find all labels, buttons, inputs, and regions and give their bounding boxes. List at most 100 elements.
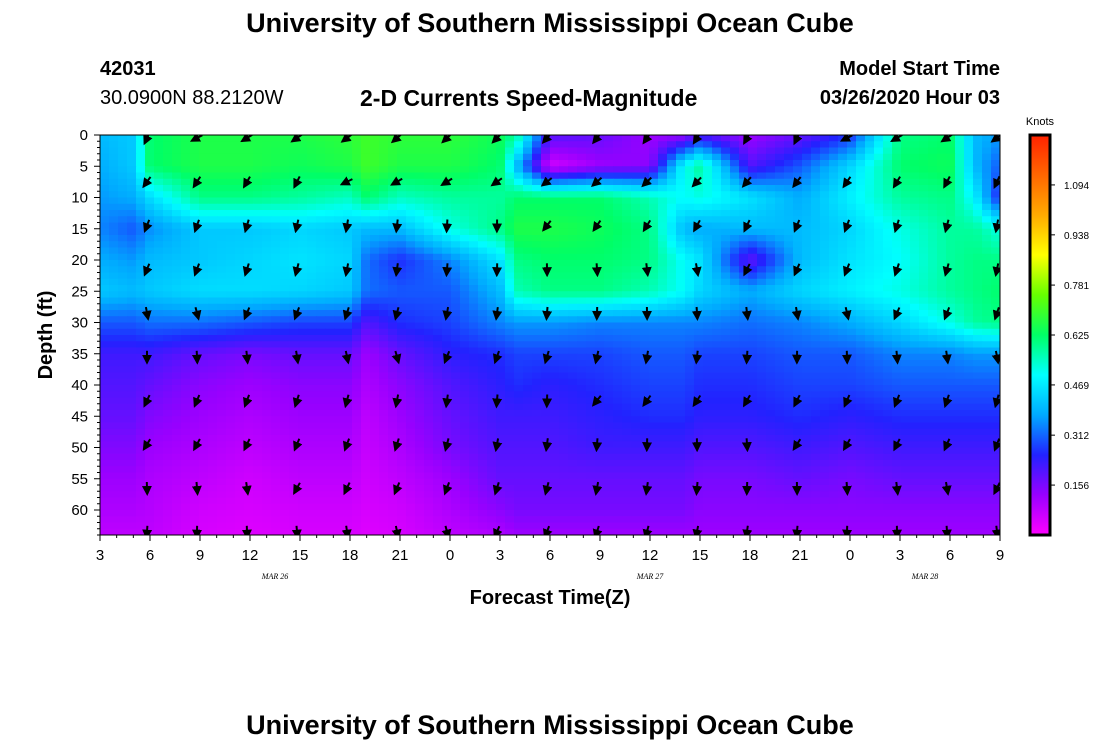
heatmap-cell <box>334 441 344 449</box>
heatmap-cell <box>388 347 398 355</box>
heatmap-cell <box>658 191 668 199</box>
heatmap-cell <box>586 228 596 236</box>
heatmap-cell <box>226 391 236 399</box>
heatmap-cell <box>874 378 884 386</box>
heatmap-cell <box>100 272 110 280</box>
heatmap-cell <box>604 222 614 230</box>
heatmap-cell <box>100 360 110 367</box>
heatmap-cell <box>964 335 974 342</box>
heatmap-cell <box>496 328 506 336</box>
heatmap-cell <box>298 341 308 349</box>
heatmap-cell <box>532 203 542 211</box>
heatmap-cell <box>379 166 389 174</box>
heatmap-cell <box>685 260 695 267</box>
heatmap-cell <box>946 378 956 386</box>
heatmap-cell <box>424 285 434 292</box>
heatmap-cell <box>883 353 893 361</box>
heatmap-cell <box>397 160 407 167</box>
heatmap-cell <box>154 428 164 436</box>
heatmap-cell <box>460 403 470 411</box>
heatmap-cell <box>235 341 245 349</box>
heatmap-cell <box>730 178 740 186</box>
heatmap-cell <box>370 435 380 442</box>
heatmap-cell <box>109 203 119 211</box>
heatmap-cell <box>991 335 1000 342</box>
heatmap-cell <box>667 416 677 424</box>
heatmap-cell <box>658 372 668 380</box>
heatmap-cell <box>136 385 146 392</box>
heatmap-cell <box>163 241 173 249</box>
heatmap-cell <box>334 272 344 280</box>
heatmap-cell <box>109 216 119 224</box>
heatmap-cell <box>370 247 380 255</box>
heatmap-cell <box>613 178 623 186</box>
heatmap-cell <box>487 347 497 355</box>
heatmap-cell <box>379 278 389 286</box>
heatmap-cell <box>946 347 956 355</box>
heatmap-cell <box>541 410 551 417</box>
heatmap-cell <box>901 385 911 392</box>
heatmap-cell <box>667 422 677 430</box>
heatmap-cell <box>154 310 164 317</box>
heatmap-cell <box>676 322 686 330</box>
heatmap-cell <box>136 272 146 280</box>
heatmap-cell <box>352 260 362 267</box>
heatmap-cell <box>955 291 965 299</box>
heatmap-cell <box>577 416 587 424</box>
heatmap-cell <box>595 428 605 436</box>
heatmap-cell <box>730 216 740 224</box>
heatmap-cell <box>127 203 137 211</box>
heatmap-cell <box>523 435 533 442</box>
heatmap-cell <box>712 366 722 374</box>
heatmap-cell <box>604 185 614 192</box>
heatmap-cell <box>649 178 659 186</box>
heatmap-cell <box>424 222 434 230</box>
heatmap-cell <box>136 341 146 349</box>
heatmap-cell <box>181 266 191 274</box>
heatmap-cell <box>136 247 146 255</box>
heatmap-cell <box>874 341 884 349</box>
heatmap-cell <box>271 178 281 186</box>
heatmap-cell <box>298 441 308 449</box>
heatmap-cell <box>118 241 128 249</box>
heatmap-cell <box>793 191 803 199</box>
heatmap-cell <box>343 185 353 192</box>
heatmap-cell <box>640 322 650 330</box>
heatmap-cell <box>415 403 425 411</box>
heatmap-cell <box>226 422 236 430</box>
heatmap-cell <box>811 185 821 192</box>
heatmap-cell <box>253 322 263 330</box>
heatmap-cell <box>946 216 956 224</box>
heatmap-cell <box>730 372 740 380</box>
heatmap-cell <box>586 216 596 224</box>
heatmap-cell <box>505 285 515 292</box>
heatmap-cell <box>982 341 992 349</box>
heatmap-cell <box>406 260 416 267</box>
heatmap-cell <box>361 335 371 342</box>
heatmap-cell <box>433 403 443 411</box>
heatmap-cell <box>595 347 605 355</box>
heatmap-cell <box>622 385 632 392</box>
heatmap-cell <box>694 272 704 280</box>
heatmap-cell <box>298 303 308 311</box>
heatmap-cell <box>154 372 164 380</box>
heatmap-cell <box>388 260 398 267</box>
heatmap-cell <box>883 191 893 199</box>
heatmap-cell <box>694 247 704 255</box>
heatmap-cell <box>577 422 587 430</box>
heatmap-cell <box>613 347 623 355</box>
heatmap-cell <box>163 335 173 342</box>
heatmap-cell <box>226 241 236 249</box>
heatmap-cell <box>199 291 209 299</box>
heatmap-cell <box>964 178 974 186</box>
heatmap-cell <box>928 197 938 205</box>
heatmap-cell <box>820 191 830 199</box>
heatmap-cell <box>136 353 146 361</box>
heatmap-cell <box>505 135 515 142</box>
heatmap-cell <box>793 216 803 224</box>
heatmap-cell <box>667 260 677 267</box>
heatmap-cell <box>496 316 506 324</box>
heatmap-cell <box>280 147 290 155</box>
heatmap-cell <box>982 322 992 330</box>
heatmap-cell <box>577 272 587 280</box>
